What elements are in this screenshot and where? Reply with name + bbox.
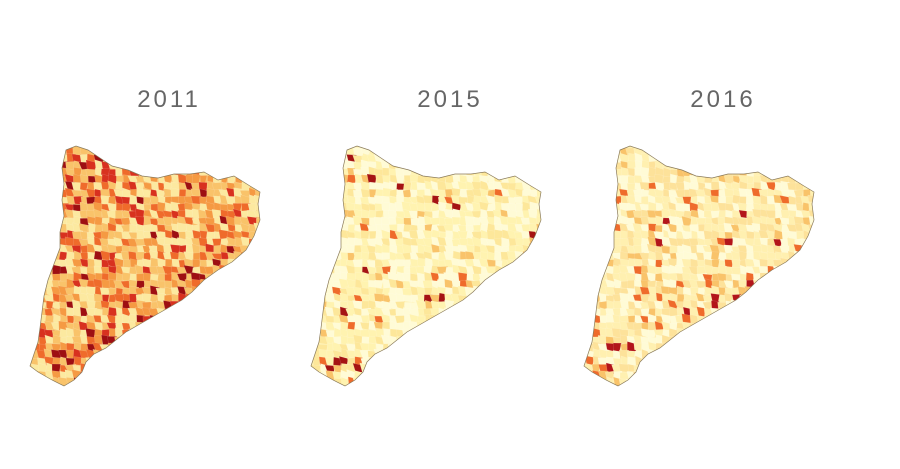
- municipality-region: [149, 314, 159, 325]
- map-panel-2016: 2016: [578, 0, 868, 469]
- year-label: 2015: [417, 86, 483, 113]
- municipality-region: [703, 264, 714, 277]
- municipality-region: [107, 342, 118, 352]
- municipality-region: [255, 188, 260, 199]
- municipality-region: [78, 223, 89, 233]
- municipality-region: [360, 230, 370, 240]
- municipality-region: [79, 258, 90, 268]
- municipality-region: [711, 258, 720, 268]
- municipality-region: [402, 288, 412, 296]
- choropleth-map: [310, 145, 542, 387]
- municipality-region: [254, 230, 260, 240]
- municipality-region: [506, 259, 518, 270]
- municipality-region: [444, 307, 454, 318]
- municipality-region: [801, 245, 812, 255]
- municipality-region: [346, 337, 356, 345]
- municipality-region: [534, 229, 541, 241]
- municipality-region: [536, 189, 541, 199]
- municipality-region: [128, 328, 139, 339]
- region-border: [310, 145, 542, 387]
- municipality-region: [689, 323, 701, 332]
- choropleth-map: [583, 145, 815, 387]
- municipality-region: [185, 293, 195, 305]
- municipality-region: [403, 294, 413, 303]
- municipality-region: [177, 300, 189, 311]
- municipality-region: [255, 203, 260, 212]
- municipality-region: [648, 329, 657, 338]
- municipality-region: [120, 217, 131, 226]
- municipality-region: [683, 210, 693, 219]
- municipality-region: [772, 265, 784, 276]
- choropleth-map: [29, 145, 261, 387]
- municipality-region: [459, 300, 469, 310]
- municipality-region: [786, 259, 798, 268]
- municipality-region: [374, 279, 384, 289]
- municipality-region: [352, 376, 363, 386]
- municipality-region: [359, 196, 370, 205]
- municipality-region: [198, 181, 208, 191]
- municipality-region: [66, 315, 75, 324]
- municipality-region: [689, 182, 699, 191]
- municipality-region: [410, 328, 420, 339]
- municipality-region: [730, 299, 742, 311]
- municipality-region: [157, 280, 166, 289]
- municipality-region: [232, 259, 244, 269]
- municipality-region: [424, 202, 434, 212]
- municipality-region: [513, 259, 525, 269]
- region-border: [583, 145, 815, 387]
- municipality-region: [108, 216, 117, 226]
- municipality-region: [794, 250, 804, 262]
- municipality-region: [416, 202, 426, 212]
- map-panel-2015: 2015: [305, 0, 595, 469]
- municipality-region: [738, 293, 748, 303]
- municipality-region: [164, 280, 173, 289]
- municipality-region: [226, 236, 238, 247]
- municipality-region: [85, 357, 96, 366]
- municipality-region: [807, 231, 814, 241]
- municipality-region: [134, 321, 146, 333]
- municipality-region: [779, 257, 790, 269]
- municipality-region: [248, 244, 257, 254]
- map-panel-2011: 2011: [24, 0, 314, 469]
- municipality-region: [717, 309, 728, 317]
- municipality-region: [311, 364, 321, 373]
- municipality-region: [732, 175, 742, 184]
- region-border: [29, 145, 261, 387]
- municipality-region: [655, 342, 664, 353]
- municipality-region: [766, 182, 777, 191]
- municipality-region: [661, 342, 672, 353]
- municipality-region: [521, 250, 531, 262]
- municipality-region: [50, 322, 61, 331]
- municipality-region: [325, 321, 336, 331]
- year-label: 2016: [690, 86, 756, 113]
- municipality-region: [466, 292, 476, 304]
- year-label: 2011: [137, 86, 201, 113]
- municipality-region: [368, 230, 377, 240]
- municipality-region: [185, 244, 194, 255]
- municipality-region: [395, 174, 405, 184]
- municipality-region: [199, 278, 209, 291]
- municipality-region: [682, 328, 693, 338]
- municipality-region: [464, 202, 475, 212]
- municipality-region: [529, 243, 539, 255]
- municipality-region: [668, 336, 679, 346]
- municipality-region: [422, 280, 433, 289]
- municipality-region: [121, 203, 132, 212]
- municipality-region: [674, 301, 685, 310]
- municipality-region: [79, 231, 89, 240]
